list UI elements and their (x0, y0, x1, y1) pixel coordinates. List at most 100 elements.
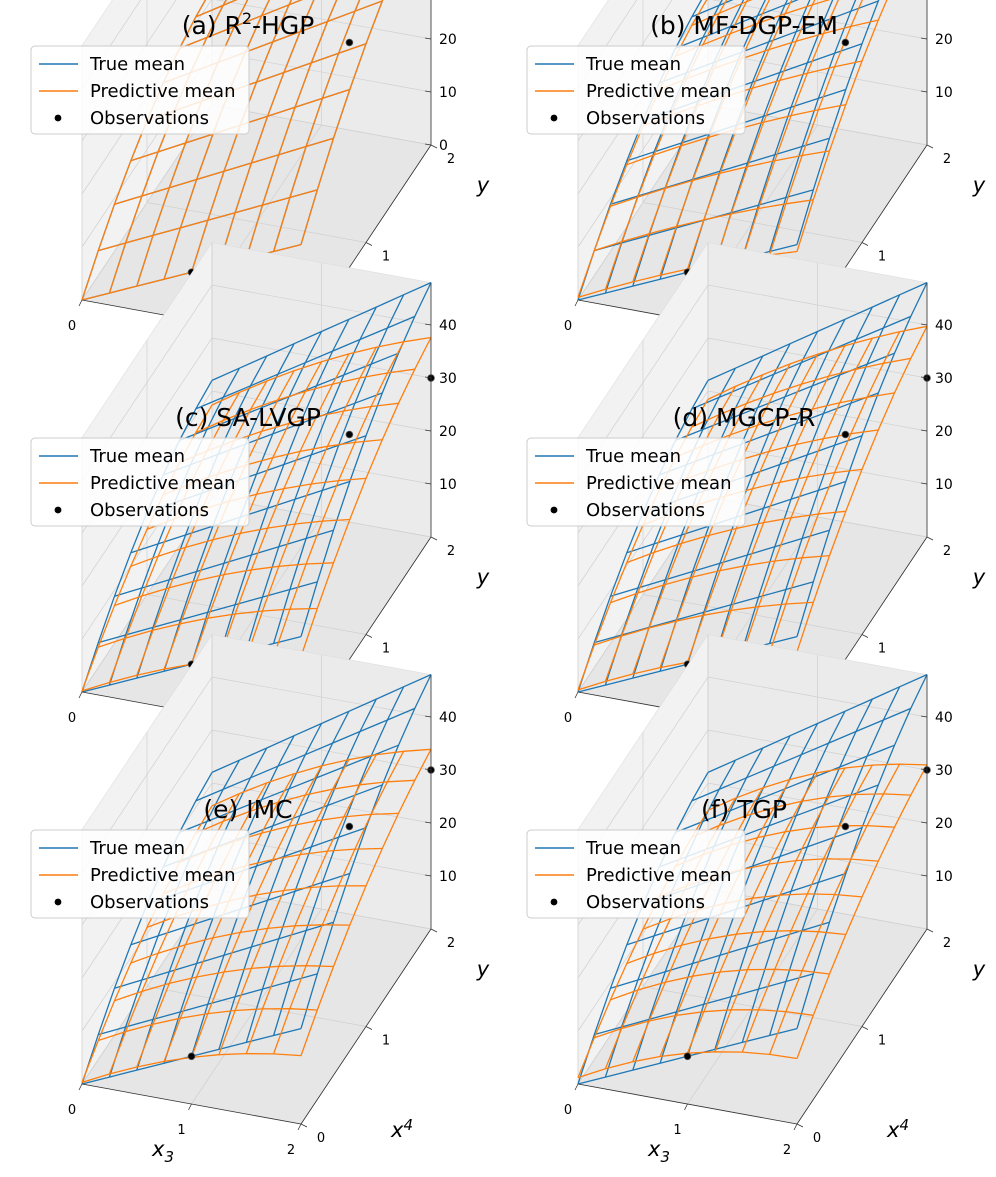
z-gridline (81, 0, 142, 89)
predictive-mean-surface-wire-x4 (686, 353, 819, 663)
z-tick-label: 30 (935, 371, 953, 387)
legend-label: Observations (90, 892, 209, 913)
x4-tick-label: 1 (878, 250, 886, 265)
predictive-mean-surface-wire-x4 (768, 331, 901, 653)
x3-axis-label-sub: 3 (164, 1148, 174, 1166)
true-mean-surface-wire-x3 (691, 0, 734, 18)
true-mean-surface-wire-x4 (272, 686, 405, 1036)
x3-axis-label: x3 (151, 1137, 174, 1166)
predictive-mean-surface-wire-x4 (768, 0, 863, 256)
legend-label: Predictive mean (90, 473, 236, 494)
x4-tick-mark (861, 634, 869, 638)
predictive-mean-surface-wire-x4 (686, 772, 819, 1054)
z-tick-mark (424, 768, 432, 771)
predictive-mean-surface-wire-x4 (796, 764, 928, 1059)
true-mean-surface-wire-x4 (190, 723, 323, 1057)
legend-label: Predictive mean (586, 473, 732, 494)
x4-tick-label: 1 (382, 1034, 390, 1049)
x3-tick-mark (574, 691, 579, 699)
legend-label: Predictive mean (586, 81, 732, 102)
z-gridline (577, 0, 638, 89)
x4-floor-gridline (642, 986, 863, 1027)
x3-tick-mark (684, 1103, 688, 1111)
x4-tick-mark (430, 928, 438, 933)
legend-label: True mean (89, 54, 185, 75)
legend: True mean Predictive mean Observations (30, 45, 250, 135)
z-tick-label: 0 (439, 138, 448, 154)
z-tick-label: 20 (935, 816, 953, 832)
legend: True mean Predictive mean Observations (526, 45, 746, 135)
true-mean-surface-wire-x4 (686, 723, 819, 1057)
x4-tick-mark (861, 1026, 869, 1030)
legend: True mean Predictive mean Observations (30, 437, 250, 527)
z-tick-mark (424, 143, 432, 146)
z-tick-mark (920, 429, 928, 432)
z-tick-mark (424, 482, 432, 485)
z-tick-label: 10 (439, 869, 457, 885)
z-tick-mark (424, 874, 432, 877)
z-tick-label: 20 (439, 816, 457, 832)
true-mean-surface-wire-x4 (686, 331, 819, 665)
z-axis-label: y (476, 957, 490, 981)
z-tick-mark (424, 715, 432, 718)
x3-tick-label: 0 (564, 319, 572, 334)
predictive-mean-surface-wire-x4 (714, 0, 816, 264)
x4-tick-label: 2 (943, 152, 951, 167)
legend-label: True mean (585, 446, 681, 467)
predictive-mean-surface-wire-x4 (741, 337, 873, 656)
x4-tick-mark (365, 634, 373, 638)
z-tick-mark (424, 429, 432, 432)
x4-tick-mark (796, 1123, 804, 1128)
x4-axis-label-main: x (390, 1118, 404, 1142)
z-tick-mark (424, 37, 432, 40)
z-tick-label: 10 (935, 477, 953, 493)
z-tick-label: 40 (935, 710, 953, 726)
predictive-mean-surface-wire-x4 (272, 750, 405, 1055)
chart-title-main: (e) IMC (203, 795, 292, 824)
x3-tick-label: 1 (673, 1123, 681, 1138)
x3-tick-mark (574, 299, 579, 307)
legend-box (526, 45, 746, 135)
x4-tick-label: 0 (317, 1131, 325, 1146)
legend-label: Observations (586, 500, 705, 521)
predictive-mean-surface-wire-x4 (218, 353, 350, 661)
x4-tick-mark (365, 1026, 373, 1030)
legend-box (30, 829, 250, 919)
z-tick-label: 40 (439, 318, 457, 334)
predictive-mean-surface-wire-x4 (245, 346, 377, 659)
x3-tick-mark (78, 1083, 83, 1091)
predictive-mean-surface-wire-x4 (190, 765, 323, 1058)
predictive-mean-surface-wire-x4 (190, 361, 323, 665)
x4-tick-label: 1 (382, 642, 390, 657)
chart-title-main: (c) SA-LVGP (175, 403, 321, 432)
z-tick-mark (920, 874, 928, 877)
x4-axis-label-sub: 4 (899, 1116, 909, 1134)
predictive-mean-surface-wire-x3 (707, 763, 928, 811)
true-mean-surface-wire-x4 (300, 674, 432, 1029)
predictive-mean-surface-wire-x4 (300, 748, 432, 1056)
z-tick-mark (920, 482, 928, 485)
z-tick-mark (424, 821, 432, 824)
predictive-mean-surface-wire-x4 (218, 0, 315, 266)
z-tick-label: 10 (439, 477, 457, 493)
chart-title-main: (d) MGCP-R (673, 403, 816, 432)
x3-tick-mark (78, 299, 83, 307)
chart-title: (e) IMC (203, 795, 292, 824)
x4-tick-label: 2 (943, 544, 951, 559)
legend-observations-marker (550, 506, 558, 514)
true-mean-surface-wire-x4 (796, 0, 880, 245)
legend-label: Observations (586, 892, 705, 913)
x4-tick-label: 1 (382, 250, 390, 265)
legend: True mean Predictive mean Observations (30, 829, 250, 919)
chart-title-main: (a) R (182, 11, 242, 40)
legend-label: True mean (89, 446, 185, 467)
chart-title: (f) TGP (701, 795, 787, 824)
chart-title-superscript: 2 (242, 9, 252, 28)
z-tick-mark (920, 821, 928, 824)
x4-tick-mark (300, 1123, 308, 1128)
z-axis-label: y (476, 173, 490, 197)
x3-tick-label: 0 (564, 711, 572, 726)
true-mean-surface-wire-x4 (300, 282, 432, 637)
x4-tick-label: 1 (878, 1034, 886, 1049)
